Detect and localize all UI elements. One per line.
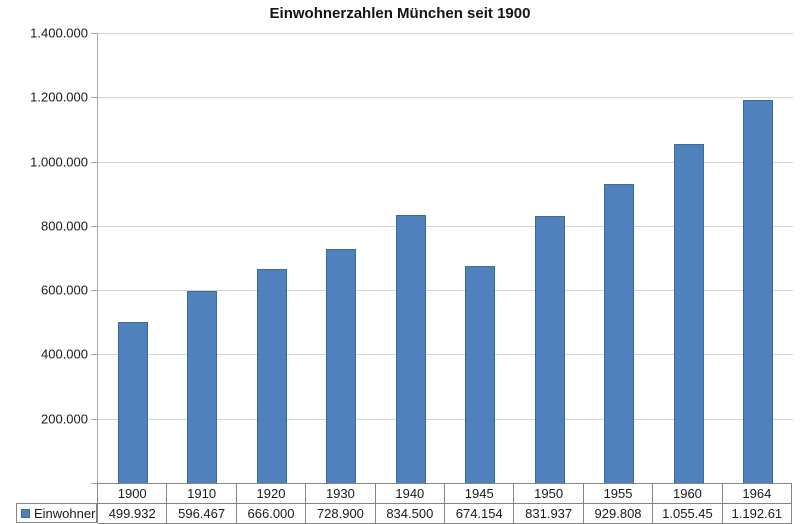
gridline xyxy=(98,354,793,356)
legend-cell: Einwohner xyxy=(16,503,97,523)
year-row: 1900 1910 1920 1930 1940 1945 1950 1955 1960 1964 xyxy=(98,484,793,504)
y-axis-tick xyxy=(91,290,97,292)
gridline xyxy=(98,418,793,420)
value-cell: 1.192.61 xyxy=(722,504,793,524)
y-axis-tick-label: 600.000 xyxy=(41,282,88,298)
year-cell: 1964 xyxy=(722,484,793,504)
bar-1900 xyxy=(117,322,148,483)
y-axis-tick xyxy=(91,354,97,356)
chart-title: Einwohnerzahlen München seit 1900 xyxy=(269,5,531,22)
bar-1964 xyxy=(743,100,774,483)
bar-1920 xyxy=(256,269,287,483)
y-axis-tick xyxy=(91,483,97,484)
gridline xyxy=(98,161,793,163)
year-cell: 1930 xyxy=(306,484,376,504)
value-cell: 1.055.45 xyxy=(653,504,723,524)
value-cell: 929.808 xyxy=(583,504,654,524)
year-cell: 1910 xyxy=(167,484,237,504)
y-axis-tick-label: 200.000 xyxy=(41,411,88,427)
gridline xyxy=(98,97,793,99)
bar-1940 xyxy=(395,215,426,483)
value-row: 499.932 596.467 666.000 728.900 834.500 674.1… xyxy=(98,504,793,524)
year-cell: 1900 xyxy=(98,484,168,504)
y-axis-tick-label: 800.000 xyxy=(41,218,88,234)
y-axis-tick-label: 1.400.000 xyxy=(30,25,88,41)
bar-1930 xyxy=(326,249,357,483)
value-cell: 728.900 xyxy=(306,504,376,524)
y-axis-tick xyxy=(91,161,97,163)
year-cell: 1945 xyxy=(445,484,515,504)
value-cell: 834.500 xyxy=(375,504,446,524)
gridline xyxy=(98,290,793,292)
y-axis-tick xyxy=(91,418,97,420)
bar-1950 xyxy=(534,216,565,483)
bar-1910 xyxy=(187,291,218,483)
y-axis-tick-label: 1.000.000 xyxy=(30,154,88,170)
plot-area xyxy=(91,33,793,484)
year-cell: 1920 xyxy=(236,484,307,504)
value-cell: 666.000 xyxy=(236,504,307,524)
value-cell: 596.467 xyxy=(167,504,237,524)
y-axis-tick xyxy=(91,225,97,227)
legend-marker-icon xyxy=(21,508,30,518)
gridline xyxy=(98,225,793,227)
gridline xyxy=(98,33,793,34)
y-axis-tick xyxy=(91,33,97,34)
year-cell: 1950 xyxy=(514,484,584,504)
bar-1955 xyxy=(604,184,635,483)
value-cell: 499.932 xyxy=(98,504,168,524)
y-axis-tick-label: 1.200.000 xyxy=(30,89,88,105)
bar-1945 xyxy=(465,266,496,483)
bar-1960 xyxy=(673,144,704,483)
data-table: 1900 1910 1920 1930 1940 1945 1950 1955 1960 1964… xyxy=(97,483,793,524)
y-axis-tick-label: 400.000 xyxy=(41,346,88,362)
value-cell: 674.154 xyxy=(445,504,515,524)
year-cell: 1960 xyxy=(653,484,723,504)
year-cell: 1940 xyxy=(375,484,446,504)
legend-label: Einwohner xyxy=(34,505,96,521)
value-cell: 831.937 xyxy=(514,504,584,524)
year-cell: 1955 xyxy=(583,484,654,504)
y-axis-tick xyxy=(91,97,97,99)
